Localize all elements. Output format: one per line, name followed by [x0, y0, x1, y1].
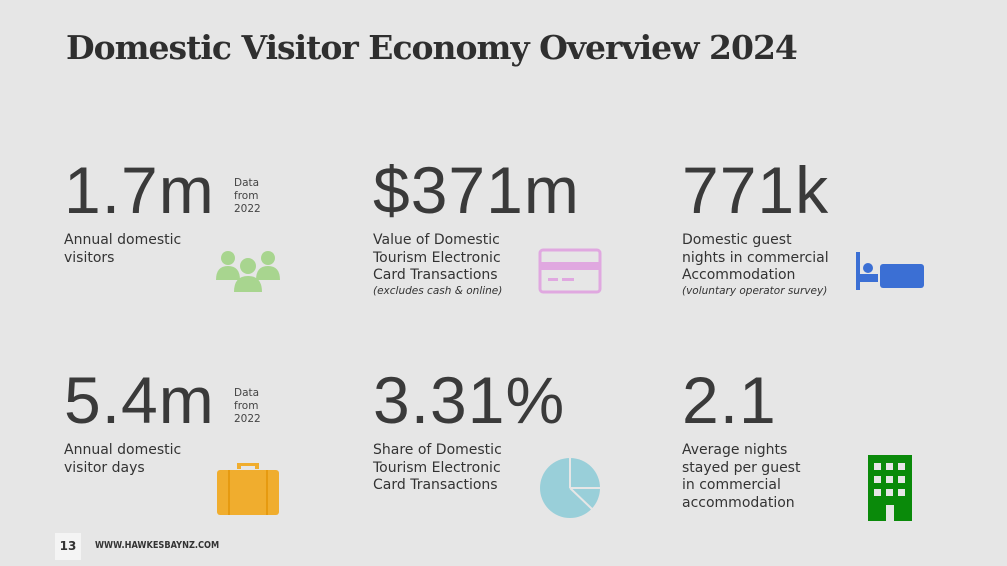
stat-value: $371m [373, 153, 580, 227]
stat-value: 2.1 [682, 363, 777, 437]
label-line: Average nights [682, 442, 788, 458]
label-line: nights in commercial [682, 249, 829, 266]
pie-icon [540, 458, 600, 518]
label-line: Value of Domestic [373, 232, 500, 248]
label-line: Tourism Electronic [373, 249, 501, 266]
stat-block: $371m Value of Domestic Tourism Electronic… [373, 157, 580, 297]
label-line: stayed per guest [682, 459, 801, 476]
stat-value: 1.7m [64, 153, 215, 227]
people-icon [216, 251, 280, 292]
bed-icon [856, 252, 924, 290]
label-line: Share of Domestic [373, 442, 502, 458]
stat-label: Average nights stayed per guest in commerc… [682, 442, 800, 512]
stat-label: Value of Domestic Tourism Electronic Card … [373, 232, 580, 285]
stat-block: 3.31% Share of Domestic Tourism Electronic… [373, 367, 565, 495]
stat-note: (voluntary operator survey) [682, 284, 828, 297]
stat-block: 1.7m Data from 2022 Annual domestic visitor… [64, 153, 261, 267]
stat-value: 3.31% [373, 363, 566, 437]
stat-value: 5.4m [64, 363, 215, 437]
stat-block: 771k Domestic guest nights in commercial Ac… [682, 157, 829, 297]
label-line: Card Transactions [373, 477, 498, 493]
label-line: accommodation [682, 494, 795, 511]
stat-value: 771k [682, 153, 830, 227]
card-icon [538, 248, 602, 294]
label-line: in commercial [682, 477, 781, 493]
stat-label: Share of Domestic Tourism Electronic Card … [373, 442, 565, 495]
stat-block: 2.1 Average nights stayed per guest in comm… [682, 367, 800, 512]
label-line: Annual domestic [64, 442, 182, 458]
label-line: Annual domestic [64, 232, 182, 248]
label-line: Accommodation [682, 267, 796, 283]
stat-label: Annual domestic visitor days [64, 442, 215, 477]
stat-label: Annual domestic visitors [64, 232, 215, 267]
side-note: Data from 2022 [234, 177, 261, 215]
side-note: Data from 2022 [234, 387, 261, 425]
label-line: visitors [64, 249, 115, 266]
label-line: visitor days [64, 459, 145, 476]
label-line: Tourism Electronic [373, 459, 501, 476]
stat-label: Domestic guest nights in commercial Accomm… [682, 232, 829, 285]
suitcase-icon [217, 463, 279, 515]
title: Domestic Visitor Economy Overview 2024 [66, 28, 798, 67]
label-line: Card Transactions [373, 267, 498, 283]
page-number: 13 [55, 533, 81, 560]
stat-note: (excludes cash & online) [373, 284, 503, 297]
building-icon [868, 455, 912, 521]
footer-url: WWW.HAWKESBAYNZ.COM [95, 540, 220, 551]
label-line: Domestic guest [682, 232, 792, 248]
stat-block: 5.4m Data from 2022 Annual domestic visitor… [64, 363, 261, 477]
